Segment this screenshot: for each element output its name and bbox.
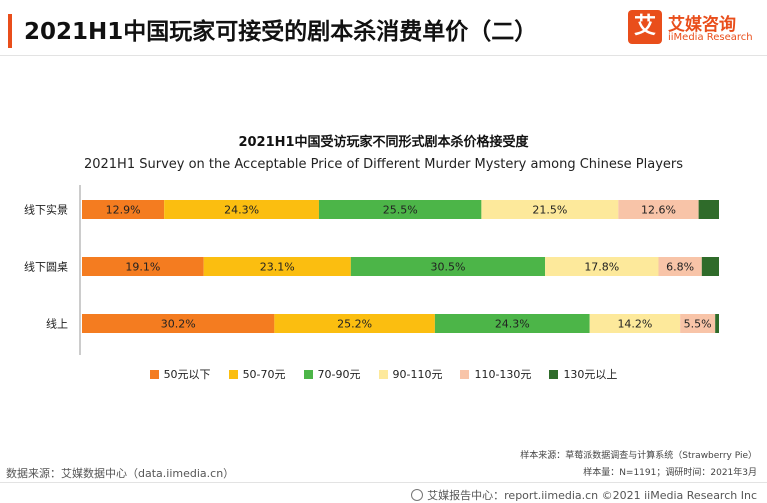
legend-label: 90-110元 <box>392 368 443 381</box>
chart-title: 2021H1中国受访玩家不同形式剧本杀价格接受度 <box>238 135 529 150</box>
legend-item: 130元以上 <box>549 366 617 382</box>
data-label: 6.8% <box>666 261 694 274</box>
data-label: 24.3% <box>495 318 530 331</box>
data-label: 30.5% <box>430 261 465 274</box>
legend-swatch <box>303 369 313 379</box>
bar-segment <box>715 314 719 333</box>
chart-subtitle: 2021H1 Survey on the Acceptable Price of… <box>83 157 684 172</box>
data-label: 25.5% <box>383 204 418 217</box>
legend-swatch <box>228 369 238 379</box>
logo-name-cn: 艾媒咨询 <box>668 15 736 35</box>
data-label: 5.5% <box>684 318 712 331</box>
sample-size: 样本量：N=1191；调研时间：2021年3月 <box>583 468 757 478</box>
bar-segment <box>318 200 482 219</box>
legend-label: 130元以上 <box>563 368 618 381</box>
bar-segment <box>350 257 546 276</box>
bar-segment <box>545 257 659 276</box>
bar-segment <box>680 314 716 333</box>
bar-segment <box>203 257 351 276</box>
category-label: 线上 <box>46 317 68 331</box>
legend-label: 70-90元 <box>317 368 361 381</box>
bar-segment <box>589 314 681 333</box>
bar-segment <box>701 257 719 276</box>
legend-label: 50-70元 <box>242 368 286 381</box>
legend-swatch <box>378 369 388 379</box>
bar-segment <box>658 257 702 276</box>
report-center-footer: 艾媒报告中心：report.iimedia.cn ©2021 iiMedia R… <box>411 487 757 503</box>
data-label: 30.2% <box>161 318 196 331</box>
data-label: 24.3% <box>224 204 259 217</box>
chart-legend: 50元以下 50-70元 70-90元 90-110元 110-130元 130元以上 <box>0 366 767 382</box>
data-label: 19.1% <box>125 261 160 274</box>
legend-item: 50-70元 <box>228 366 286 382</box>
bar-segment <box>618 200 699 219</box>
page-title: 2021H1中国玩家可接受的剧本杀消费单价（二） <box>24 19 538 45</box>
bar-segment <box>481 200 619 219</box>
legend-label: 50元以下 <box>163 368 211 381</box>
bar-segment <box>82 257 204 276</box>
data-label: 17.8% <box>584 261 619 274</box>
footer-divider <box>0 482 767 483</box>
data-label: 25.2% <box>337 318 372 331</box>
bar-segment <box>82 314 275 333</box>
header-divider <box>0 55 767 56</box>
legend-item: 70-90元 <box>303 366 361 382</box>
data-source: 数据来源：艾媒数据中心（data.iimedia.cn） <box>6 467 235 480</box>
legend-item: 50元以下 <box>149 366 211 382</box>
report-center-text: 艾媒报告中心：report.iimedia.cn ©2021 iiMedia R… <box>427 489 757 502</box>
sample-source: 样本来源：草莓派数据调查与计算系统（Strawberry Pie） <box>520 451 757 461</box>
bar-segment <box>164 200 319 219</box>
category-label: 线下实景 <box>24 203 68 217</box>
bar-segment <box>274 314 435 333</box>
legend-swatch <box>149 369 159 379</box>
logo-name-en: iiMedia Research <box>668 32 753 43</box>
stacked-bar-chart: 线下实景 12.9% 24.3% 25.5% 21.5% 12.6% 线下圆桌 19.1% 23… <box>24 185 719 355</box>
legend-swatch <box>549 369 559 379</box>
category-label: 线下圆桌 <box>24 260 68 274</box>
data-label: 12.9% <box>106 204 141 217</box>
report-center-icon <box>411 489 424 501</box>
data-label: 23.1% <box>260 261 295 274</box>
data-label: 12.6% <box>641 204 676 217</box>
bar-segment <box>434 314 590 333</box>
logo-mark-icon: 艾 <box>628 10 662 44</box>
title-accent-bar <box>8 14 12 48</box>
data-label: 14.2% <box>617 318 652 331</box>
bar-segment <box>82 200 165 219</box>
legend-label: 110-130元 <box>474 368 532 381</box>
data-label: 21.5% <box>532 204 567 217</box>
bar-segment <box>698 200 719 219</box>
legend-item: 110-130元 <box>460 366 531 382</box>
brand-logo: 艾 艾媒咨询 iiMedia Research <box>628 10 763 46</box>
legend-item: 90-110元 <box>378 366 443 382</box>
legend-swatch <box>460 369 470 379</box>
